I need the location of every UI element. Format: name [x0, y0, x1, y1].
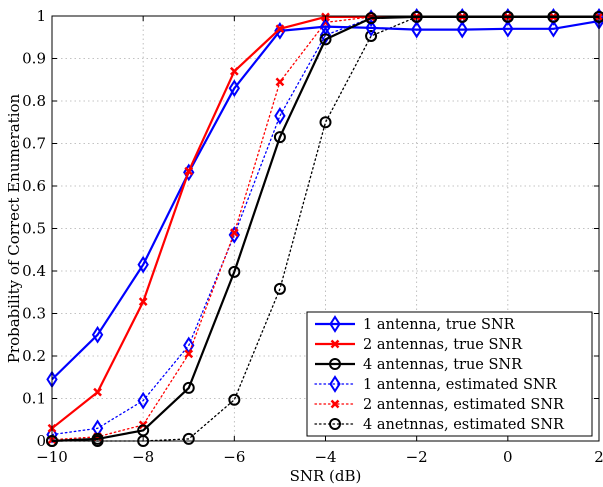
- data-point: [501, 10, 514, 23]
- legend-label: 2 antennas, true SNR: [363, 337, 523, 353]
- data-point: [275, 77, 285, 87]
- legend-item: 4 antennas, true SNR: [315, 357, 523, 373]
- x-tick-label: 0: [503, 448, 513, 466]
- data-point: [91, 325, 104, 344]
- legend-label: 2 antennas, estimated SNR: [363, 397, 565, 413]
- data-point: [273, 131, 286, 144]
- data-point: [138, 297, 148, 306]
- data-point: [184, 349, 194, 359]
- data-point: [547, 19, 560, 38]
- data-point: [319, 26, 332, 44]
- legend-item: 2 antennas, true SNR: [315, 337, 523, 353]
- y-tick-label: 0.1: [22, 390, 46, 408]
- data-point: [410, 20, 423, 39]
- data-point: [93, 387, 102, 397]
- y-tick-label: 0.5: [22, 220, 46, 238]
- x-tick-label: 2: [594, 448, 603, 466]
- y-tick-label: 0.9: [22, 50, 46, 68]
- legend-marker: [329, 315, 341, 333]
- y-tick-label: 0.8: [22, 92, 46, 110]
- data-point: [365, 29, 378, 42]
- legend-label: 4 anetnnas, estimated SNR: [363, 417, 565, 433]
- y-tick-label: 0.7: [22, 135, 46, 153]
- data-point: [182, 432, 195, 445]
- data-point: [275, 24, 285, 34]
- data-point: [137, 255, 149, 274]
- data-point: [229, 66, 239, 76]
- y-tick-label: 0.4: [22, 262, 46, 280]
- y-tick-label: 0.2: [22, 347, 46, 365]
- ticks: −10 −8 −6 −4 −2 0 2 0 0.1 0.2 0.3 0.4 0.5 0.6 0.7 0.8 0.…: [22, 7, 603, 466]
- data-point: [182, 381, 195, 394]
- legend-marker: [330, 339, 340, 349]
- y-axis-label: Probability of Correct Enumeration: [5, 93, 23, 363]
- x-tick-label: −2: [406, 448, 428, 466]
- y-tick-label: 0: [36, 432, 46, 450]
- data-point: [228, 226, 241, 244]
- data-point: [365, 19, 377, 37]
- data-point: [184, 166, 194, 176]
- y-tick-label: 1: [36, 7, 46, 25]
- legend-item: 4 anetnnas, estimated SNR: [314, 417, 565, 433]
- data-point: [91, 432, 104, 445]
- data-point: [319, 116, 332, 129]
- y-tick-label: 0.6: [22, 177, 46, 195]
- legend-box: [306, 311, 593, 437]
- legend-marker: [329, 418, 341, 430]
- data-point: [183, 163, 195, 182]
- data-point: [502, 19, 514, 38]
- legend-item: 1 antenna, true SNR: [315, 315, 516, 333]
- x-tick-label: −6: [223, 448, 245, 466]
- data-point: [273, 282, 286, 295]
- legend-label: 1 antenna, estimated SNR: [363, 377, 558, 393]
- data-point: [319, 33, 332, 46]
- legend-marker: [329, 358, 341, 370]
- x-axis-label: SNR (dB): [290, 467, 362, 485]
- x-tick-label: −10: [36, 448, 68, 466]
- legend-label: 1 antenna, true SNR: [363, 317, 516, 333]
- legend-marker: [330, 399, 340, 409]
- data-point: [229, 228, 239, 238]
- series-line: [51, 20, 600, 381]
- legend-label: 4 antennas, true SNR: [363, 357, 523, 373]
- data-point: [456, 10, 469, 23]
- series-1: [46, 12, 603, 389]
- data-point: [228, 265, 241, 278]
- data-point: [228, 79, 241, 98]
- x-tick-label: −8: [132, 448, 154, 466]
- data-point: [456, 20, 468, 39]
- y-tick-label: 0.3: [22, 305, 46, 323]
- data-point: [365, 12, 378, 25]
- legend-item: 1 antenna, estimated SNR: [314, 375, 558, 393]
- legend: 1 antenna, true SNR 2 antennas, true SNR 4…: [306, 311, 593, 437]
- data-point: [137, 424, 150, 437]
- data-point: [410, 10, 423, 23]
- series-line: [51, 16, 600, 436]
- data-point: [228, 393, 241, 406]
- data-point: [547, 10, 560, 23]
- legend-marker: [329, 375, 341, 393]
- data-point: [274, 107, 286, 125]
- data-point: [137, 391, 149, 410]
- x-tick-label: −4: [314, 448, 336, 466]
- legend-item: 2 antennas, estimated SNR: [314, 397, 565, 413]
